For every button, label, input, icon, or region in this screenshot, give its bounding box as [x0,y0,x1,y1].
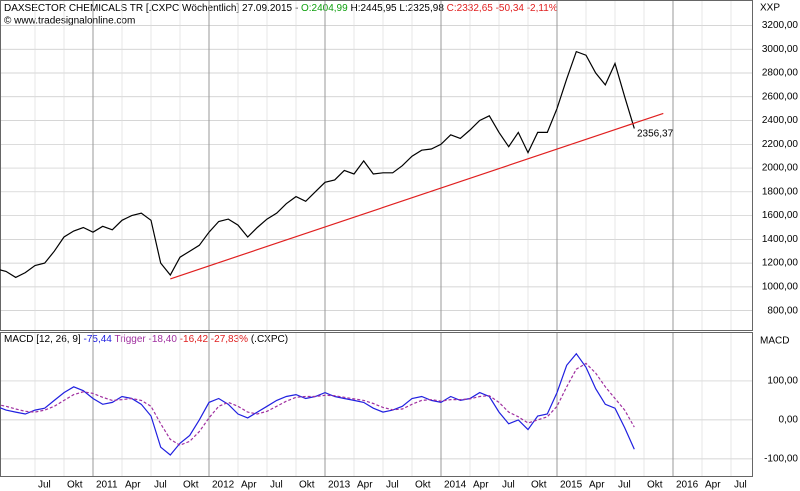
high-low: H:2445,95 L:2325,98 [350,3,444,14]
x-tick-label: Apr [473,480,489,491]
y-tick-label: 1600,00 [762,210,799,221]
chart-title: DAXSECTOR CHEMICALS TR [.CXPC Wöchentlic… [4,3,558,14]
x-tick-label: 2015 [560,480,583,491]
series-line [0,50,635,279]
x-tick-label: Jul [618,480,631,491]
y-tick-label: 1200,00 [762,258,799,269]
x-tick-label: Okt [531,480,547,491]
y-tick-label: 100,00 [767,376,798,387]
trendline-label: 2356,37 [637,129,674,140]
close: C:2332,65 -50,34 -2,11% [447,3,558,14]
series-line [0,352,635,456]
x-tick-label: 2012 [212,480,235,491]
x-tick-label: 2011 [96,480,118,491]
x-tick-label: Okt [67,480,83,491]
x-tick-label: Apr [241,480,257,491]
x-tick-label: 2014 [444,480,467,491]
y-tick-label: 2600,00 [762,91,799,102]
y-tick-label: 1400,00 [762,234,799,245]
x-tick-label: 2013 [328,480,351,491]
y-tick-label: -100,00 [764,453,798,464]
y-tick-label: 2000,00 [762,163,799,174]
x-tick-label: Okt [183,480,199,491]
y-tick-label: 2400,00 [762,115,799,126]
x-tick-label: Jul [270,480,283,491]
x-tick-label: Apr [357,480,373,491]
macd-value: -75,44 [83,334,112,345]
y-tick-label: 1800,00 [762,186,799,197]
x-tick-label: Apr [705,480,721,491]
x-tick-label: Okt [299,480,315,491]
symbol: (.CXPC) [251,334,288,345]
x-tick-label: 2016 [676,480,699,491]
y-tick-label: 2800,00 [762,68,799,79]
axis-title: MACD [760,336,789,347]
y-tick-label: 2200,00 [762,139,799,150]
x-tick-label: Apr [125,480,141,491]
axis-title: XXP [760,3,780,14]
y-tick-label: 3200,00 [762,20,799,31]
y-tick-label: 3000,00 [762,44,799,55]
title: MACD [12, 26, 9] [4,334,81,345]
macd-title: MACD [12, 26, 9] -75,44 Trigger -18,40 -… [4,334,288,345]
y-tick-label: 0,00 [779,415,799,426]
x-tick-label: Jul [734,480,747,491]
x-tick-label: Jul [154,480,167,491]
diff: -16,42 -27,83% [180,334,248,345]
x-tick-label: Okt [647,480,663,491]
price-panel [0,0,753,331]
trendline [170,112,664,280]
x-tick-label: Okt [415,480,431,491]
x-tick-label: Apr [589,480,605,491]
macd-panel [0,332,753,477]
x-tick-label: Jul [386,480,399,491]
y-tick-label: 1000,00 [762,282,799,293]
trigger: Trigger -18,40 [114,334,177,345]
x-tick-label: Jul [502,480,515,491]
source: © www.tradesignalonline.com [4,16,135,27]
series-line [0,362,635,446]
y-tick-label: 800,00 [767,305,798,316]
x-tick-label: Jul [38,480,51,491]
